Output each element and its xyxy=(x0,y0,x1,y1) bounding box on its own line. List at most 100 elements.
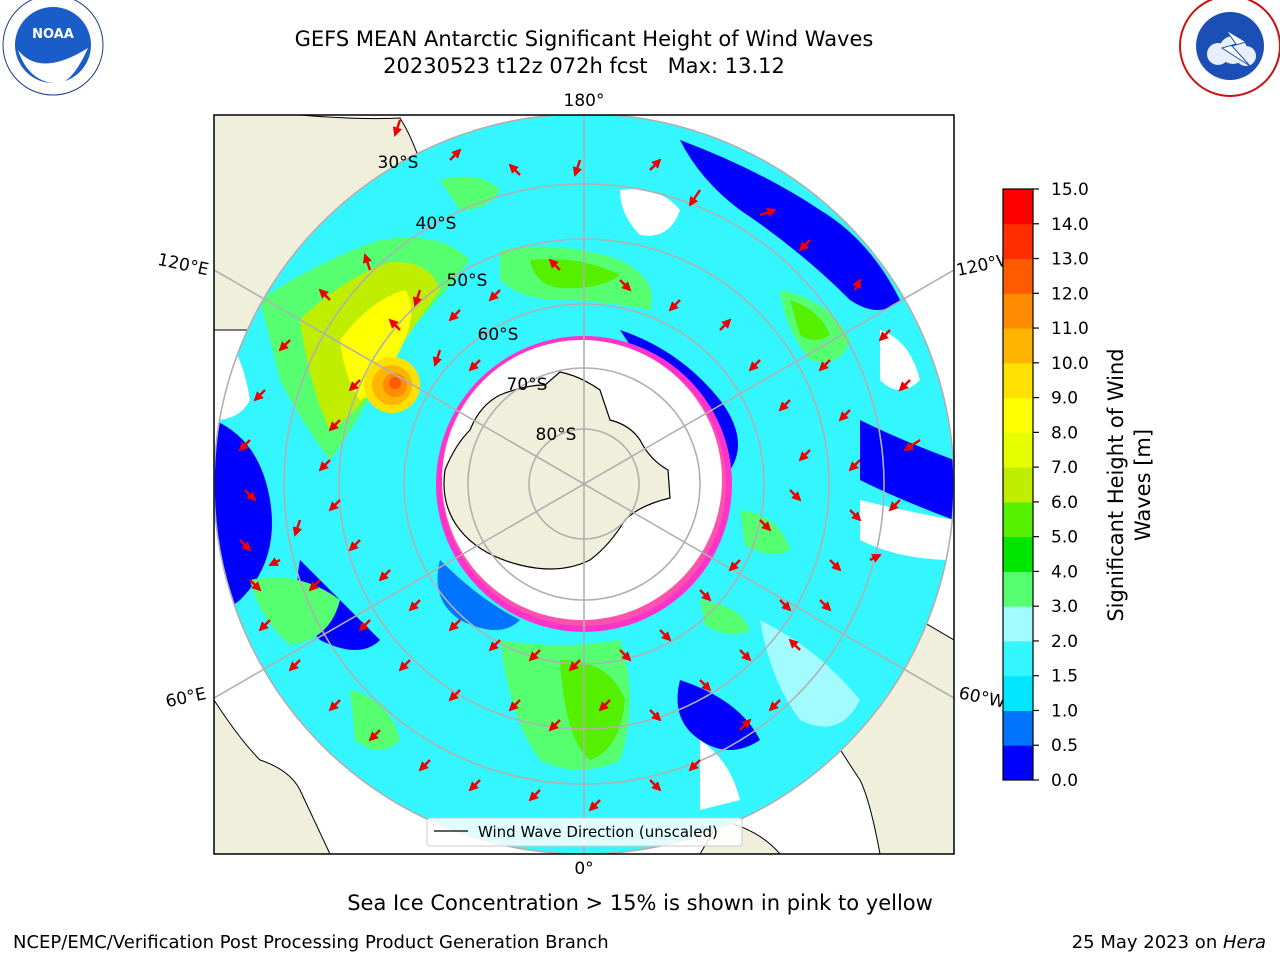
map-legend: Wind Wave Direction (unscaled) xyxy=(426,817,743,847)
wind-wave-arrow xyxy=(412,289,422,307)
wind-wave-arrow xyxy=(548,258,561,271)
wind-wave-arrow xyxy=(368,729,381,742)
title-line1: GEFS MEAN Antarctic Significant Height o… xyxy=(294,27,874,51)
colorbar-segment xyxy=(1003,362,1033,399)
wind-wave-arrow xyxy=(649,779,662,792)
colorbar-segment xyxy=(1003,536,1033,572)
lat-label-40s: 40°S xyxy=(416,214,457,234)
footer-machine: Hera xyxy=(1222,932,1266,953)
wind-wave-arrow xyxy=(308,579,321,592)
wind-wave-arrow xyxy=(619,279,632,292)
graticule xyxy=(214,115,954,854)
wind-wave-arrow xyxy=(739,649,752,662)
wind-wave-arrow xyxy=(292,519,302,537)
noaa-logo-text: NOAA xyxy=(32,27,74,42)
title-line2: 20230523 t12z 072h fcst Max: 13.12 xyxy=(383,54,785,78)
colorbar-tick-label: 13.0 xyxy=(1051,250,1089,270)
wind-wave-arrow xyxy=(688,759,701,772)
wind-wave-arrow xyxy=(768,699,781,712)
wind-wave-arrow xyxy=(888,499,901,512)
colorbar-segment xyxy=(1003,640,1033,677)
wind-wave-arrow xyxy=(548,719,561,732)
wind-wave-arrow xyxy=(348,379,361,392)
colorbar-segment xyxy=(1003,258,1033,294)
wind-wave-arrow xyxy=(819,599,832,612)
colorbar-segment xyxy=(1003,606,1033,642)
footer-left: NCEP/EMC/Verification Post Processing Pr… xyxy=(13,932,609,953)
wind-wave-arrow xyxy=(829,559,842,572)
wind-wave-arrow xyxy=(759,519,772,532)
wind-wave-arrow xyxy=(739,718,752,731)
wind-wave-arrow xyxy=(588,799,601,812)
colorbar-frame xyxy=(1002,188,1034,781)
wind-wave-arrow xyxy=(362,253,372,271)
colorbar-tick-label: 4.0 xyxy=(1051,562,1078,582)
map-legend-text: Wind Wave Direction (unscaled) xyxy=(478,823,718,841)
wind-wave-arrow xyxy=(699,589,712,602)
colorbar-tick-label: 9.0 xyxy=(1051,389,1078,409)
wind-wave-arrow xyxy=(852,278,862,291)
lon-label-120e: 120°E xyxy=(156,250,211,280)
wind-wave-arrow xyxy=(408,599,421,612)
wind-wave-arrow xyxy=(619,649,632,662)
wind-wave-arrow xyxy=(448,309,461,322)
wind-wave-arrow xyxy=(798,239,811,252)
wind-wave-arrow xyxy=(328,419,341,432)
colorbar-tick-label: 0.5 xyxy=(1051,736,1078,756)
wind-wave-arrow xyxy=(278,339,291,352)
footer-date: 25 May 2023 on xyxy=(1071,932,1223,953)
colorbar-segment xyxy=(1003,328,1033,364)
lat-label-60s: 60°S xyxy=(478,325,519,345)
colorbar-tick-label: 1.0 xyxy=(1051,701,1078,721)
wind-wave-arrow xyxy=(418,759,431,772)
colorbar-tick-label: 2.0 xyxy=(1051,632,1078,652)
wind-wave-arrow xyxy=(488,289,501,302)
colorbar-segment xyxy=(1003,710,1033,746)
colorbar-label-line1: Significant Height of Wind xyxy=(1104,348,1128,621)
colorbar-label-line2: Waves [m] xyxy=(1131,429,1155,541)
wind-wave-arrow xyxy=(249,579,262,592)
wind-wave-arrow xyxy=(838,409,851,422)
colorbar-segment xyxy=(1003,432,1033,468)
wind-wave-arrow xyxy=(508,163,521,176)
wind-wave-arrow xyxy=(869,553,882,563)
colorbar-segment xyxy=(1003,675,1033,711)
wind-wave-arrow xyxy=(238,439,251,452)
colorbar-tick-label: 7.0 xyxy=(1051,458,1078,478)
lat-label-70s: 70°S xyxy=(507,375,548,395)
wind-wave-arrow xyxy=(759,207,777,217)
colorbar-tick-label: 15.0 xyxy=(1051,180,1089,200)
wind-wave-arrow xyxy=(649,158,662,171)
wind-wave-arrow xyxy=(849,509,862,522)
sea-ice-note: Sea Ice Concentration > 15% is shown in … xyxy=(347,891,933,915)
map-border xyxy=(213,114,955,855)
colorbar-tick-label: 6.0 xyxy=(1051,493,1078,513)
wind-wave-arrow xyxy=(244,489,257,502)
wind-wave-arrow xyxy=(719,318,732,331)
wind-wave-arrows xyxy=(238,119,921,812)
wind-wave-arrow xyxy=(388,318,401,331)
lon-label-60w: 60°W xyxy=(957,683,1007,712)
wind-wave-arrow xyxy=(448,689,461,702)
wind-wave-arrow xyxy=(903,439,921,452)
wind-wave-arrow xyxy=(448,619,461,632)
colorbar-segment xyxy=(1003,293,1033,329)
colorbar-segment xyxy=(1003,223,1033,260)
lat-label-30s: 30°S xyxy=(378,153,419,173)
wind-wave-arrow xyxy=(328,499,341,512)
noaa-logo: NOAA xyxy=(2,0,104,96)
wind-wave-arrow xyxy=(432,349,442,367)
wind-wave-arrow xyxy=(572,159,582,177)
wind-wave-arrow xyxy=(239,539,252,552)
wind-wave-arrow xyxy=(699,679,712,692)
wind-wave-arrow xyxy=(848,459,861,472)
wind-wave-arrow xyxy=(798,449,811,462)
wind-wave-arrow xyxy=(468,359,481,372)
wind-wave-arrow xyxy=(378,569,391,582)
colorbar-segment xyxy=(1003,189,1033,225)
lon-label-0: 0° xyxy=(574,859,593,879)
wind-wave-arrow xyxy=(788,638,801,651)
wind-wave-arrow xyxy=(358,619,371,632)
wind-wave-arrow xyxy=(488,639,501,652)
colorbar-tick-label: 5.0 xyxy=(1051,528,1078,548)
